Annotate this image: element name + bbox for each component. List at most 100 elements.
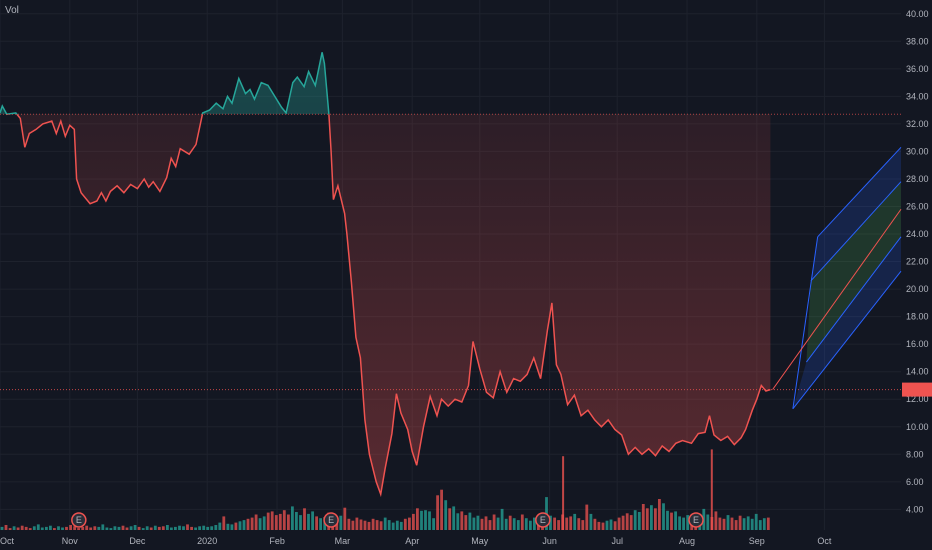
volume-bar <box>214 525 218 530</box>
volume-bar <box>319 518 322 530</box>
y-tick-label: 16.00 <box>906 339 929 349</box>
volume-bar <box>347 518 351 530</box>
volume-bar <box>238 521 242 530</box>
volume-bar <box>710 449 713 530</box>
earnings-marker <box>323 512 339 528</box>
volume-bar <box>452 506 456 530</box>
volume-bar <box>194 527 197 530</box>
x-tick-label: Dec <box>129 536 146 546</box>
volume-bar <box>424 510 427 530</box>
volume-bar <box>141 528 145 530</box>
y-tick-label: 32.00 <box>906 119 929 129</box>
volume-bar <box>97 526 101 530</box>
volume-bar <box>562 456 565 530</box>
volume-bar <box>553 517 556 530</box>
volume-bar <box>706 514 710 530</box>
volume-bar <box>278 513 282 530</box>
volume-bar <box>363 520 367 530</box>
volume-bar <box>464 515 468 530</box>
volume-bar <box>488 520 492 530</box>
volume-bar <box>609 519 613 530</box>
y-tick-label: 36.00 <box>906 64 929 74</box>
volume-label: Vol <box>5 5 19 16</box>
earnings-marker <box>71 512 87 528</box>
volume-bar <box>674 511 677 530</box>
volume-bar <box>416 508 419 530</box>
volume-bar <box>633 510 637 530</box>
volume-bar <box>81 526 85 530</box>
volume-bar <box>420 510 423 530</box>
volume-bar <box>637 512 641 530</box>
time-axis[interactable]: Oct Nov Dec 2020 Feb Mar Apr May Jun Jul Aug Sep Oct <box>0 536 832 546</box>
volume-bar <box>387 520 391 530</box>
volume-bar <box>589 513 593 530</box>
y-tick-label: 18.00 <box>906 312 929 322</box>
volume-bar <box>186 524 189 530</box>
volume-bar <box>49 525 52 530</box>
volume-bar <box>484 516 488 530</box>
y-tick-label: 40.00 <box>906 9 929 19</box>
volume-bar <box>391 522 395 530</box>
projection-edge <box>817 146 902 238</box>
volume-bar <box>32 526 36 530</box>
volume-bar <box>621 515 625 530</box>
earnings-marker <box>535 512 551 528</box>
volume-bar <box>85 525 89 530</box>
volume-bar <box>533 517 536 530</box>
volume-bar <box>549 515 552 530</box>
volume-bar <box>766 517 770 530</box>
volume-bar <box>105 527 109 530</box>
volume-bar <box>359 519 363 530</box>
x-tick-label: Feb <box>269 536 285 546</box>
x-tick-label: May <box>471 536 489 546</box>
volume-bar <box>117 526 121 530</box>
area-below-baseline <box>0 114 771 495</box>
projection-start-edge <box>792 236 819 409</box>
volume-bar <box>734 520 738 530</box>
x-tick-label: Oct <box>0 536 15 546</box>
volume-bar <box>658 499 661 530</box>
volume-bar <box>299 515 302 530</box>
volume-bars <box>0 449 770 530</box>
volume-bar <box>504 518 508 530</box>
projection-band-lower <box>792 236 901 409</box>
projection-edge <box>810 181 902 282</box>
volume-bar <box>121 525 125 530</box>
volume-bar <box>210 526 214 530</box>
price-axis[interactable]: 4.00 6.00 8.00 10.00 12.00 14.00 16.00 18.00 20.… <box>906 9 929 515</box>
projection-edge <box>792 270 902 410</box>
volume-bar <box>613 521 617 530</box>
volume-bar <box>641 504 645 530</box>
volume-bar <box>738 515 742 530</box>
y-tick-label: 34.00 <box>906 91 929 101</box>
volume-bar <box>722 518 726 530</box>
volume-bar <box>371 518 375 530</box>
earnings-marker-label: E <box>328 515 334 525</box>
volume-bar <box>762 518 766 530</box>
volume-bar <box>303 508 306 530</box>
volume-bar <box>226 523 230 530</box>
volume-bar <box>343 507 347 530</box>
volume-bar <box>524 518 528 530</box>
volume-bar <box>339 515 343 530</box>
x-tick-label: Aug <box>679 536 695 546</box>
volume-bar <box>206 526 210 530</box>
volume-bar <box>460 511 464 530</box>
volume-bar <box>500 508 504 530</box>
y-tick-label: 14.00 <box>906 367 929 377</box>
y-tick-label: 24.00 <box>906 229 929 239</box>
volume-bar <box>746 516 750 530</box>
volume-bar <box>125 527 129 530</box>
volume-bar <box>36 524 40 530</box>
volume-bar <box>412 513 415 530</box>
volume-bar <box>145 526 149 530</box>
volume-bar <box>157 526 161 530</box>
y-tick-label: 8.00 <box>906 449 924 459</box>
volume-bar <box>395 520 399 530</box>
volume-bar <box>645 508 649 530</box>
volume-bar <box>754 513 758 530</box>
volume-bar <box>129 526 133 530</box>
earnings-marker <box>688 512 704 528</box>
